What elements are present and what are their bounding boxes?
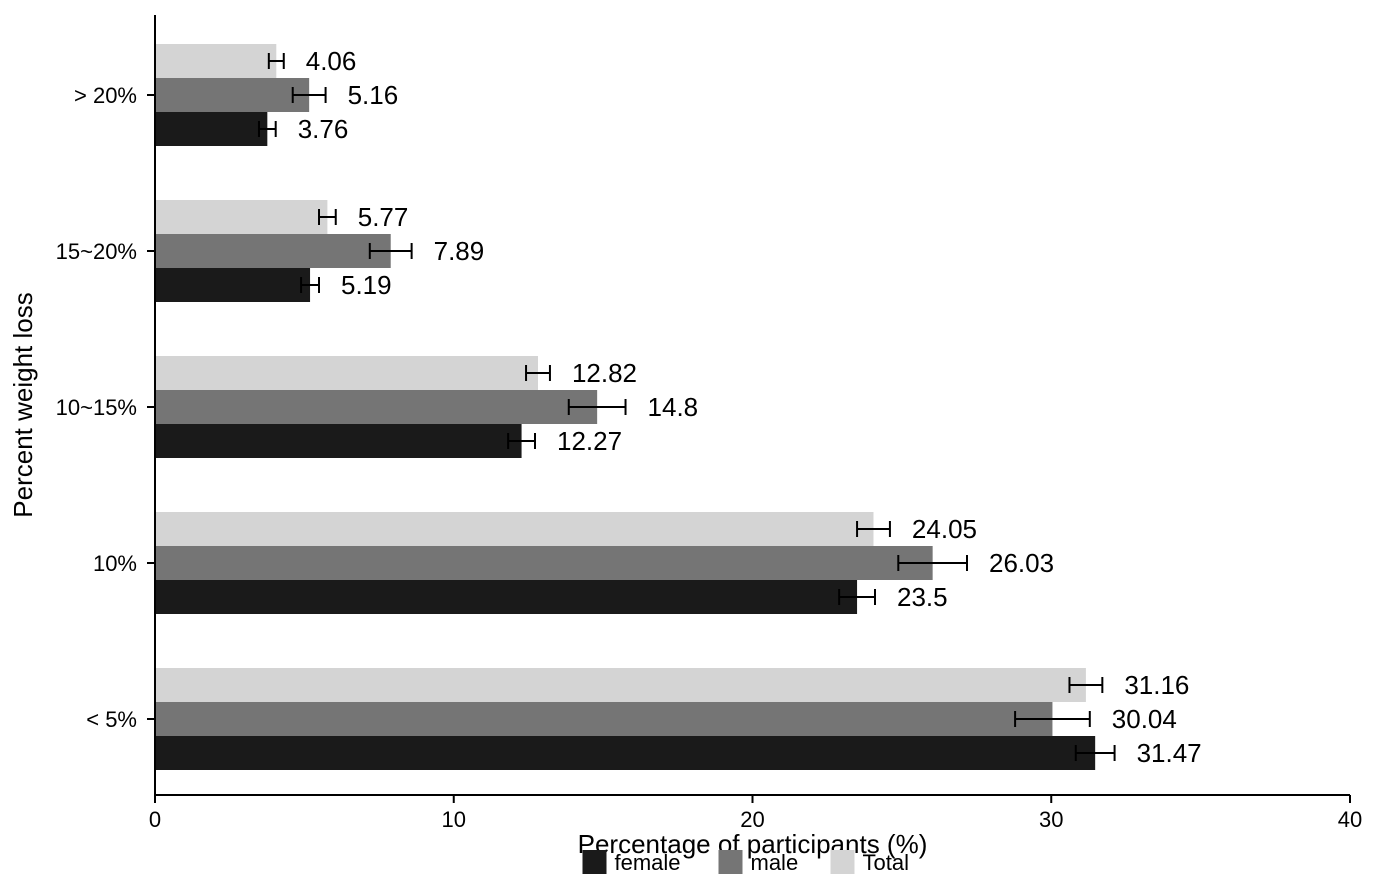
- bar-5-Total: [155, 668, 1086, 702]
- y-tick-label: 15~20%: [56, 239, 137, 264]
- legend-label: male: [751, 850, 799, 875]
- legend-swatch: [831, 850, 855, 874]
- value-label: 4.06: [306, 46, 357, 76]
- x-tick-label: 40: [1338, 807, 1362, 832]
- value-label: 23.5: [897, 582, 948, 612]
- bar-1520-male: [155, 234, 391, 268]
- x-tick-label: 30: [1039, 807, 1063, 832]
- y-axis-title: Percent weight loss: [8, 292, 38, 517]
- x-tick-label: 10: [442, 807, 466, 832]
- value-label: 12.82: [572, 358, 637, 388]
- legend-swatch: [583, 850, 607, 874]
- value-label: 26.03: [989, 548, 1054, 578]
- bar-20-male: [155, 78, 309, 112]
- y-tick-label: > 20%: [74, 83, 137, 108]
- bar-1015-male: [155, 390, 597, 424]
- value-label: 3.76: [298, 114, 349, 144]
- weight-loss-bar-chart: 4.06 5.16 3.76 5.77 7.89 5.19 12.82 14.8 12.27 24…: [0, 0, 1395, 896]
- value-label: 5.16: [348, 80, 399, 110]
- legend-label: female: [615, 850, 681, 875]
- legend-swatch: [719, 850, 743, 874]
- value-label: 30.04: [1112, 704, 1177, 734]
- value-label: 24.05: [912, 514, 977, 544]
- bar-5-male: [155, 702, 1052, 736]
- y-tick-label: < 5%: [86, 707, 137, 732]
- value-label: 12.27: [557, 426, 622, 456]
- value-label: 31.16: [1124, 670, 1189, 700]
- bar-1015-female: [155, 424, 522, 458]
- bar-20-female: [155, 112, 267, 146]
- value-label: 5.19: [341, 270, 392, 300]
- bar-5-female: [155, 736, 1095, 770]
- bar-1015-Total: [155, 356, 538, 390]
- value-label: 7.89: [434, 236, 485, 266]
- bar-10-male: [155, 546, 933, 580]
- bar-1520-Total: [155, 200, 327, 234]
- chart-container: 4.06 5.16 3.76 5.77 7.89 5.19 12.82 14.8 12.27 24…: [0, 0, 1395, 896]
- legend-label: Total: [863, 850, 909, 875]
- bar-10-Total: [155, 512, 873, 546]
- value-label: 14.8: [648, 392, 699, 422]
- value-label: 31.47: [1137, 738, 1202, 768]
- x-tick-label: 0: [149, 807, 161, 832]
- bar-1520-female: [155, 268, 310, 302]
- bar-10-female: [155, 580, 857, 614]
- y-tick-label: 10%: [93, 551, 137, 576]
- y-tick-label: 10~15%: [56, 395, 137, 420]
- bar-20-Total: [155, 44, 276, 78]
- value-label: 5.77: [358, 202, 409, 232]
